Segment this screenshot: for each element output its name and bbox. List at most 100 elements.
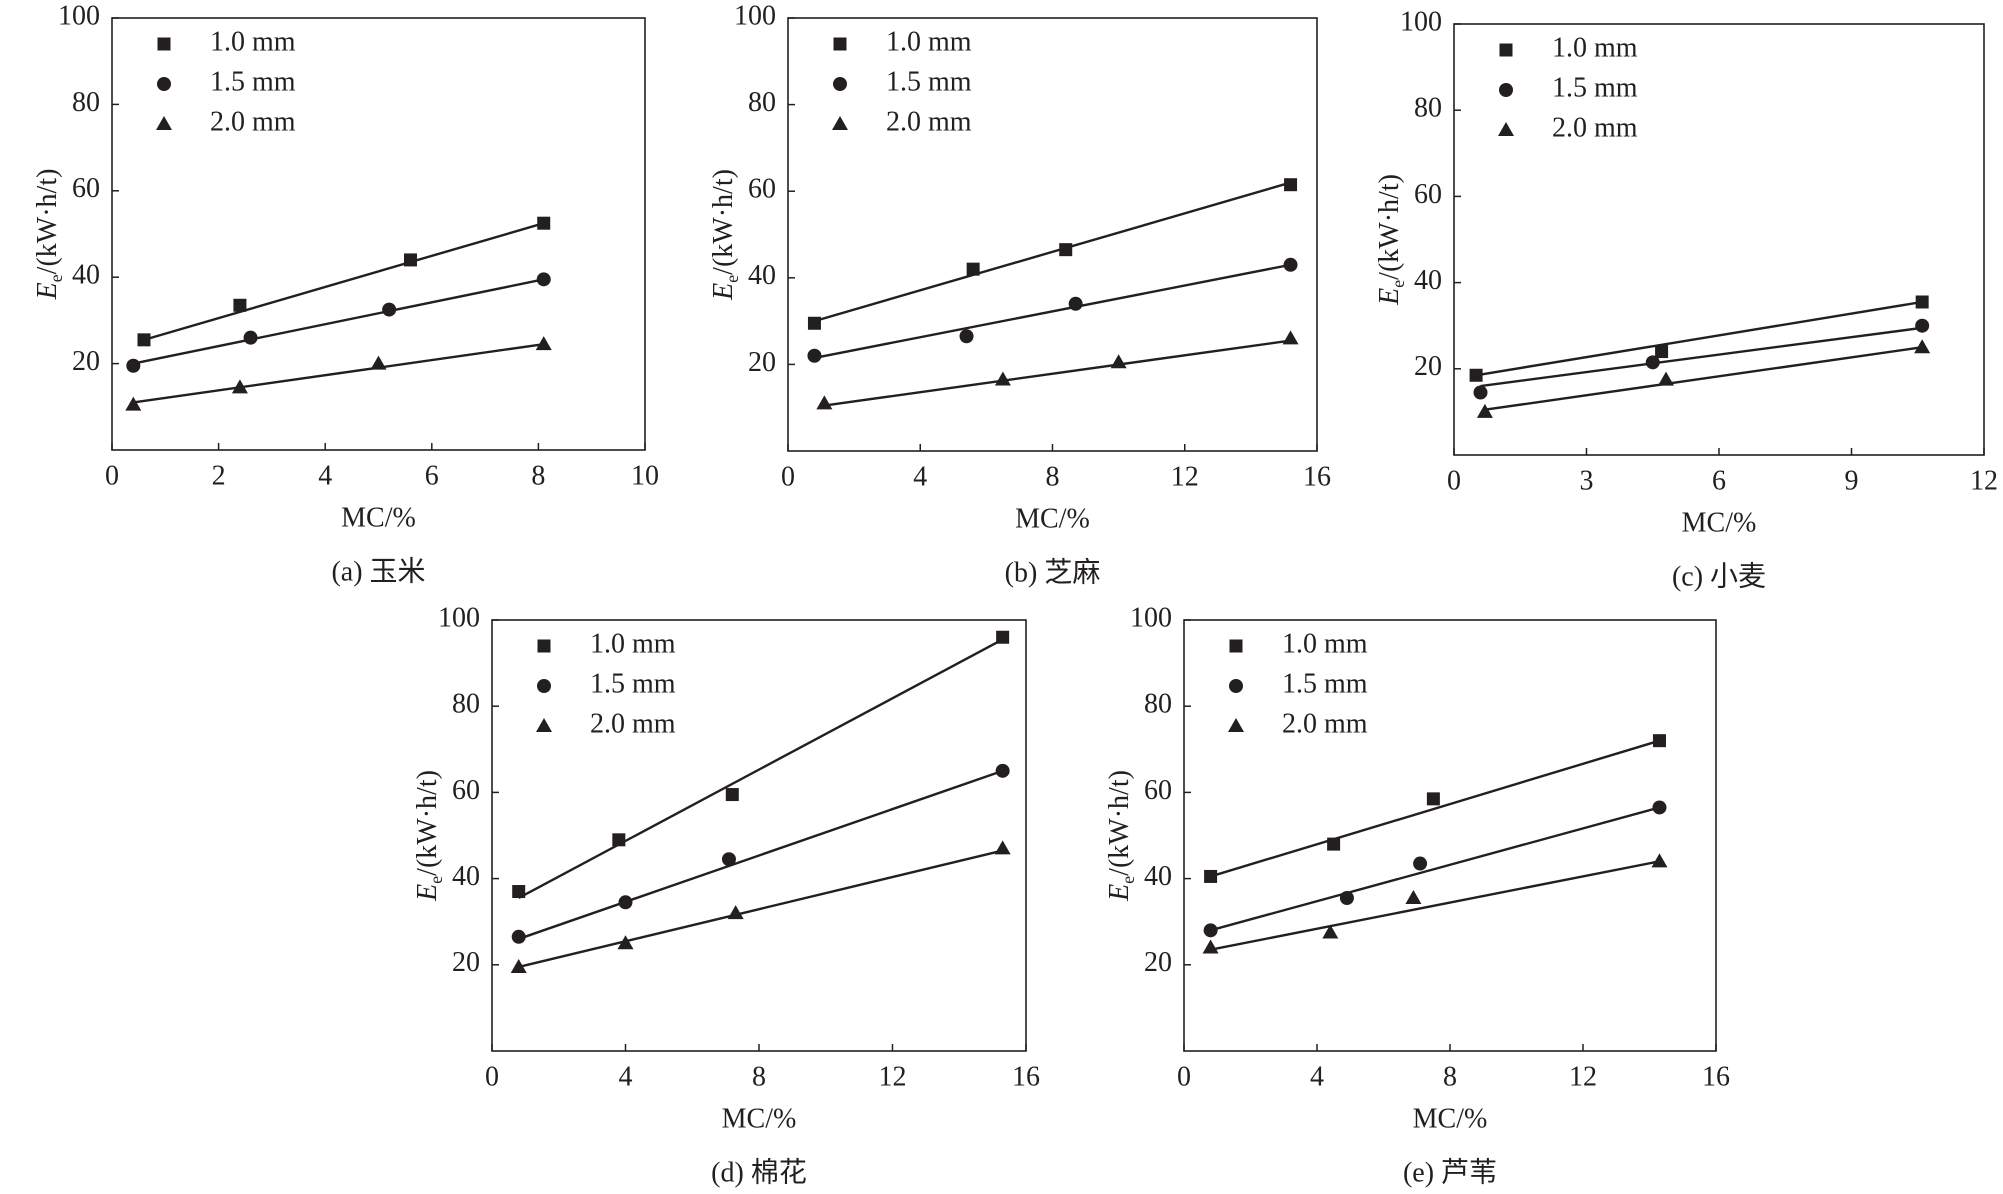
y-label-unit: /(kW·h/t) (1104, 770, 1135, 876)
legend-label: 1.5 mm (886, 66, 972, 97)
fit-line (518, 769, 1004, 941)
x-tick-label: 8 (1046, 461, 1060, 492)
marker-triangle (816, 395, 833, 410)
marker-square (1655, 345, 1669, 359)
fit-line (1475, 300, 1923, 377)
fit-line (1480, 326, 1923, 388)
x-tick-label: 8 (752, 1061, 766, 1092)
marker-square (1204, 869, 1218, 883)
x-tick-label: 16 (1303, 461, 1331, 492)
y-tick-label: 20 (452, 947, 480, 978)
marker-circle (1229, 679, 1243, 693)
marker-square (512, 885, 526, 899)
y-tick-label: 60 (748, 174, 776, 205)
marker-circle (537, 679, 551, 693)
marker-circle (1473, 385, 1488, 400)
y-tick-label: 40 (72, 260, 100, 291)
marker-triangle (510, 958, 527, 973)
fit-line (143, 222, 545, 341)
y-label-subscript: e (1118, 876, 1138, 884)
y-label-subscript: e (1388, 280, 1408, 288)
marker-triangle (536, 718, 552, 732)
x-tick-label: 3 (1580, 465, 1594, 496)
marker-triangle (832, 116, 848, 130)
marker-triangle (1322, 924, 1339, 939)
legend-label: 2.0 mm (1282, 708, 1368, 739)
marker-triangle (1405, 889, 1422, 904)
y-label-symbol: E (412, 884, 443, 902)
marker-square (807, 316, 821, 330)
plot-frame (787, 17, 1318, 452)
y-axis-label: Ee/(kW·h/t) (32, 169, 66, 301)
marker-triangle (1110, 354, 1127, 369)
marker-square (1284, 178, 1298, 192)
legend-label: 1.0 mm (1282, 628, 1368, 659)
x-tick-label: 9 (1845, 465, 1859, 496)
caption: (d) 棉花 (711, 1156, 807, 1188)
y-tick-label: 20 (1414, 351, 1442, 382)
x-tick-label: 12 (1569, 1061, 1597, 1092)
y-axis-label: Ee/(kW·h/t) (708, 169, 742, 301)
y-tick-label: 20 (1144, 947, 1172, 978)
marker-circle (1413, 856, 1428, 871)
caption: (b) 芝麻 (1005, 556, 1101, 588)
plot-frame (1453, 23, 1985, 456)
marker-circle (1915, 318, 1930, 333)
plot-frame (1183, 619, 1717, 1052)
fit-line (824, 339, 1291, 407)
fit-line (1210, 806, 1660, 932)
legend-label: 2.0 mm (1552, 112, 1638, 143)
marker-circle (1645, 355, 1660, 370)
x-tick-label: 8 (1443, 1061, 1457, 1092)
y-label-subscript: e (426, 876, 446, 884)
y-tick-label: 40 (748, 260, 776, 291)
chart-panel: 0 4 8 12 16 20 40 60 80 100 MC/% (e) 芦苇 Ee/(kW·h/t) 1… (1104, 602, 1730, 1188)
y-tick-label: 60 (452, 775, 480, 806)
x-tick-label: 16 (1012, 1061, 1040, 1092)
y-tick-label: 100 (734, 0, 776, 31)
fit-line (1210, 739, 1660, 878)
caption: (c) 小麦 (1672, 560, 1766, 592)
marker-square (1499, 43, 1513, 57)
x-tick-label: 6 (1712, 465, 1726, 496)
marker-square (1915, 295, 1929, 309)
marker-triangle (1651, 853, 1668, 868)
marker-square (233, 298, 247, 312)
fit-line (1484, 346, 1923, 411)
legend-label: 2.0 mm (210, 106, 296, 137)
marker-circle (1068, 296, 1083, 311)
fit-line (814, 181, 1291, 323)
marker-square (725, 788, 739, 802)
legend-label: 1.5 mm (1282, 668, 1368, 699)
x-tick-label: 12 (1970, 465, 1998, 496)
marker-triangle (156, 116, 172, 130)
marker-circle (807, 348, 822, 363)
y-tick-label: 80 (1144, 689, 1172, 720)
marker-triangle (1202, 939, 1219, 954)
marker-triangle (1914, 339, 1931, 354)
marker-triangle (370, 355, 387, 370)
marker-square (403, 253, 417, 267)
x-tick-label: 12 (1171, 461, 1199, 492)
x-axis-label: MC/% (341, 502, 416, 533)
marker-square (996, 630, 1010, 644)
y-label-unit: /(kW·h/t) (412, 770, 443, 876)
x-tick-label: 0 (485, 1061, 499, 1092)
x-axis-label: MC/% (722, 1103, 797, 1134)
x-axis-label: MC/% (1413, 1103, 1488, 1134)
marker-square (1426, 792, 1440, 806)
x-tick-label: 4 (1310, 1061, 1324, 1092)
y-tick-label: 40 (1144, 861, 1172, 892)
legend-label: 1.5 mm (1552, 72, 1638, 103)
marker-triangle (994, 371, 1011, 386)
y-label-symbol: E (1374, 288, 1405, 306)
marker-square (1229, 639, 1243, 653)
marker-triangle (994, 840, 1011, 855)
caption: (e) 芦苇 (1403, 1156, 1497, 1188)
marker-circle (1652, 800, 1667, 815)
chart-panel: 0 2 4 6 8 10 20 40 60 80 100 MC/% (a) 玉米 Ee/(kW·h/t) 1… (32, 0, 659, 587)
marker-triangle (125, 396, 142, 411)
legend-label: 1.0 mm (1552, 32, 1638, 63)
marker-square (966, 262, 980, 276)
